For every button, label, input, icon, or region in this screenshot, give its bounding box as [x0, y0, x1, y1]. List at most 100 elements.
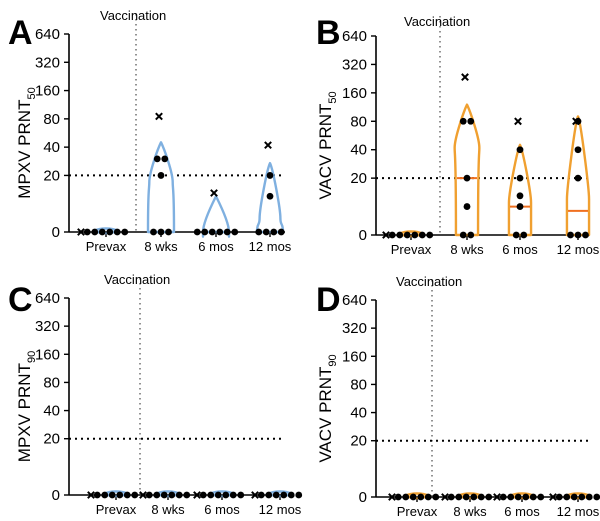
y-tick-label: 40 — [350, 405, 367, 422]
data-point — [175, 491, 183, 499]
y-axis-label: VACV PRNT90 — [316, 354, 339, 462]
x-tick-label: 12 mos — [249, 239, 292, 254]
data-point — [455, 493, 463, 501]
data-point — [462, 493, 470, 501]
data-point — [512, 231, 520, 239]
data-point — [516, 192, 524, 200]
y-tick-label: 80 — [350, 376, 367, 393]
data-point — [270, 228, 278, 236]
data-point — [516, 146, 524, 154]
panel-letter: C — [8, 281, 33, 319]
y-tick-label: 160 — [35, 83, 60, 100]
data-point — [121, 228, 129, 236]
violin — [565, 115, 591, 237]
data-point — [459, 231, 467, 239]
data-point — [507, 493, 515, 501]
y-axis-label-main: MPXV PRNT — [15, 100, 34, 199]
outlier-marker — [441, 493, 449, 501]
violin — [453, 103, 481, 237]
data-point — [574, 146, 582, 154]
outlier-marker — [549, 493, 557, 501]
data-point — [522, 493, 530, 501]
y-tick-label: 0 — [52, 224, 60, 241]
data-point — [157, 228, 165, 236]
y-tick-label: 160 — [342, 348, 367, 365]
y-axis-label: MPXV PRNT90 — [15, 351, 38, 462]
panel-d: D 0 20 40 80 160 320 640 VACV PRNT90 Vaccination P… — [316, 274, 600, 519]
data-point — [424, 493, 432, 501]
data-point — [396, 231, 404, 239]
data-point — [193, 228, 201, 236]
data-point — [403, 231, 411, 239]
outlier-marker — [193, 491, 201, 499]
data-point — [514, 493, 522, 501]
data-point — [516, 174, 524, 182]
y-tick-label: 40 — [43, 139, 60, 156]
y-tick-label: 320 — [35, 318, 60, 335]
vaccination-label: Vaccination — [104, 272, 170, 287]
data-point — [529, 493, 537, 501]
data-point — [467, 117, 475, 125]
panel-b: B 0 20 40 80 160 320 640 VACV PRNT50 Vaccination P… — [316, 14, 600, 257]
y-tick-label: 80 — [350, 113, 367, 130]
y-tick-label: 320 — [342, 320, 367, 337]
data-point — [265, 491, 273, 499]
data-point — [91, 228, 99, 236]
violin — [255, 161, 285, 234]
y-axis-label-main: MPXV PRNT — [15, 363, 34, 462]
data-point — [237, 491, 245, 499]
x-tick-label: 6 mos — [504, 504, 540, 519]
y-axis-label-subscript: 90 — [327, 354, 339, 366]
data-point — [223, 228, 231, 236]
outlier-marker — [139, 491, 147, 499]
data-point — [555, 493, 563, 501]
data-point — [499, 493, 507, 501]
y-tick-label: 20 — [350, 170, 367, 187]
x-tick-label: Prevax — [86, 239, 127, 254]
y-axis-label: VACV PRNT50 — [316, 91, 339, 199]
data-point — [113, 228, 121, 236]
data-point — [153, 155, 161, 163]
data-point — [116, 491, 124, 499]
x-tick-label: 6 mos — [204, 502, 240, 517]
y-tick-label: 40 — [43, 403, 60, 420]
data-point — [447, 493, 455, 501]
data-point — [574, 231, 582, 239]
data-point — [470, 493, 478, 501]
data-point — [161, 155, 169, 163]
data-point — [388, 231, 396, 239]
data-point — [574, 174, 582, 182]
x-tick-label: 6 mos — [198, 239, 234, 254]
y-tick-label: 320 — [342, 56, 367, 73]
outlier-marker — [264, 141, 272, 150]
data-point — [432, 493, 440, 501]
data-point — [417, 493, 425, 501]
data-point — [459, 117, 467, 125]
y-tick-label: 640 — [342, 28, 367, 45]
y-tick-label: 320 — [35, 54, 60, 71]
x-tick-label: 12 mos — [557, 242, 600, 257]
y-axis-label-subscript: 90 — [26, 351, 38, 363]
data-point — [157, 172, 165, 179]
y-axis-label-subscript: 50 — [327, 91, 339, 103]
outlier-marker — [382, 231, 390, 239]
data-point — [207, 491, 215, 499]
data-point — [593, 493, 600, 501]
x-tick-label: 12 mos — [557, 504, 600, 519]
y-tick-label: 40 — [350, 142, 367, 159]
y-axis-label-main: VACV PRNT — [316, 367, 335, 463]
data-point — [201, 228, 209, 236]
data-point — [123, 491, 131, 499]
data-point — [467, 231, 475, 239]
data-point — [463, 203, 471, 210]
vaccination-label: Vaccination — [404, 14, 470, 29]
x-tick-label: Prevax — [96, 502, 137, 517]
outlier-marker — [155, 112, 163, 121]
data-point — [153, 491, 161, 499]
y-tick-label: 20 — [43, 431, 60, 448]
data-point — [295, 491, 303, 499]
data-point — [150, 228, 157, 236]
data-point — [98, 228, 106, 236]
data-point — [214, 491, 222, 499]
